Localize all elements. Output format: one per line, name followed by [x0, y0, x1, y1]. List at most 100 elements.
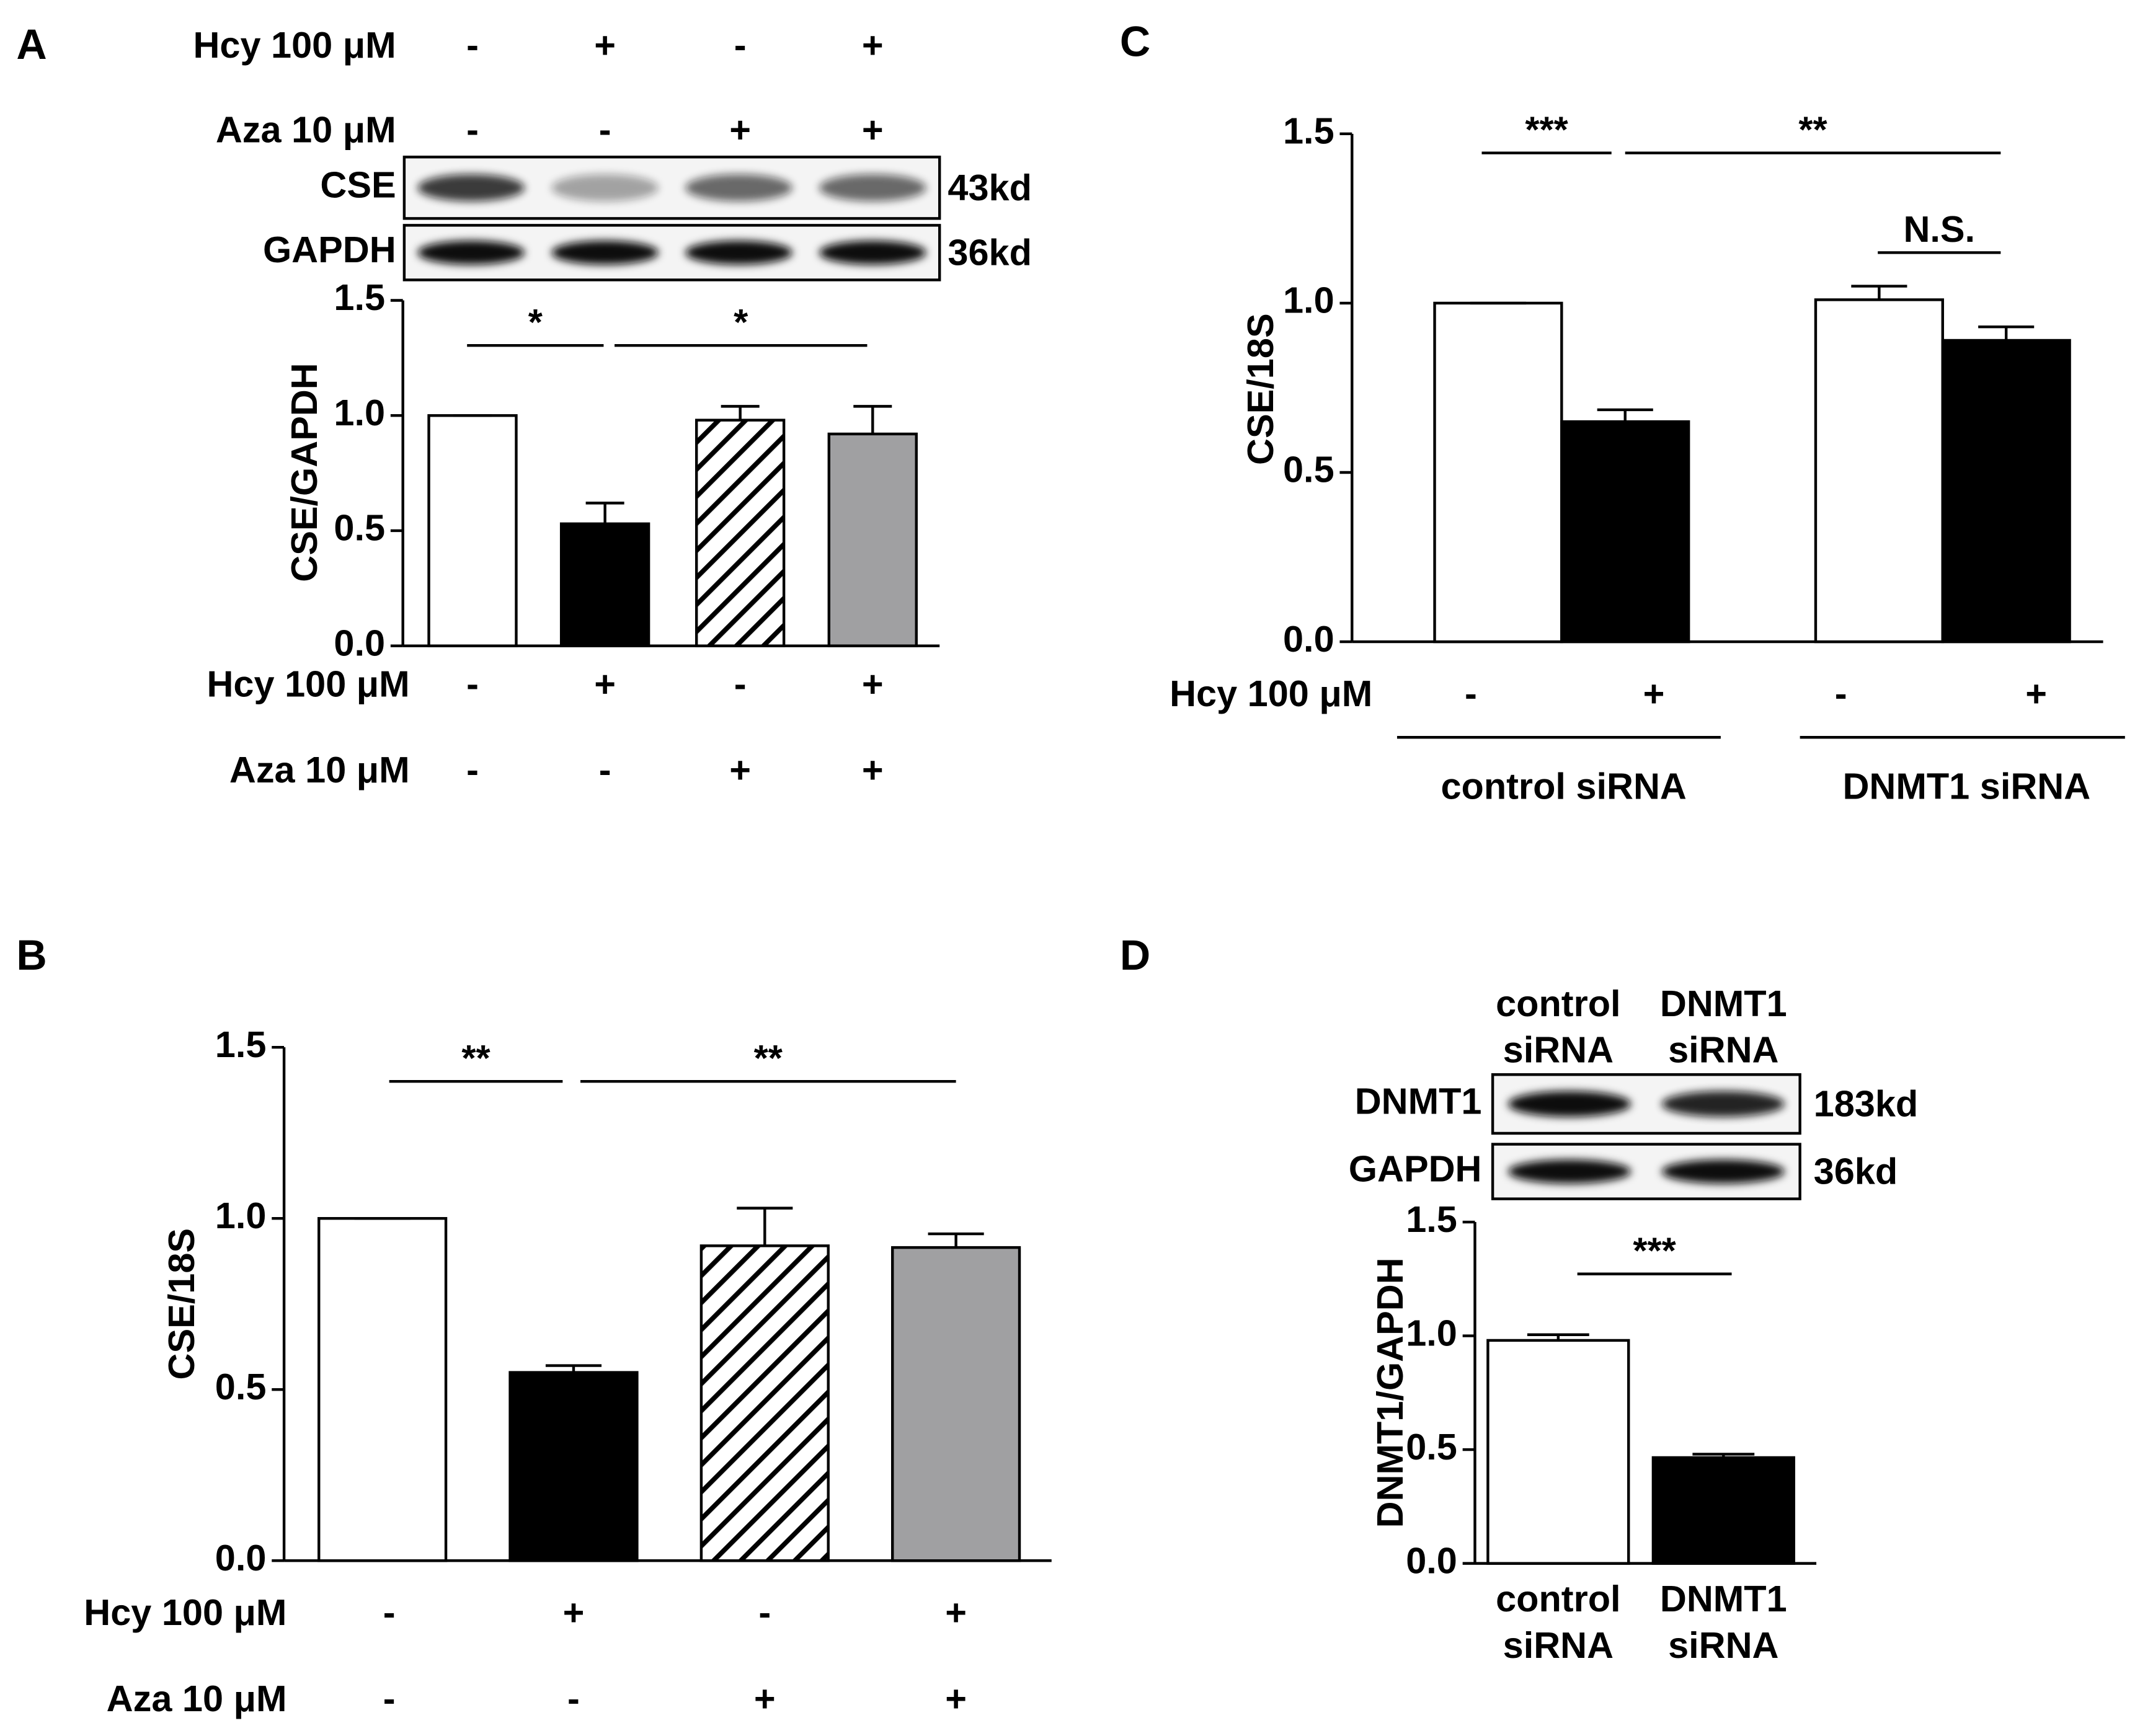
bar: [827, 432, 918, 647]
y-tick-label: 1.5: [215, 1024, 267, 1065]
blot-band: [1507, 1091, 1632, 1117]
bar: [1433, 301, 1563, 644]
x-tick-label: DNMT1: [1660, 1578, 1787, 1619]
condition-sign: +: [1643, 673, 1665, 714]
significance-label: N.S.: [1903, 208, 1975, 250]
blot-lane-label: DNMT1: [1660, 983, 1787, 1024]
blot-band: [551, 241, 659, 265]
condition-sign: -: [1835, 673, 1847, 714]
condition-sign: +: [862, 108, 884, 150]
blot-band: [685, 174, 793, 202]
bar: [1486, 1339, 1630, 1565]
blot-size: 36kd: [948, 232, 1032, 273]
condition-sign: +: [945, 1592, 967, 1633]
bar: [508, 1371, 639, 1562]
condition-sign: -: [383, 1678, 396, 1719]
condition-label: Hcy 100 μM: [206, 663, 409, 704]
condition-sign: -: [599, 108, 611, 150]
bar: [1814, 298, 1944, 644]
y-tick-label: 0.5: [334, 507, 385, 549]
bar: [695, 418, 786, 647]
blot-name: DNMT1: [1355, 1080, 1482, 1122]
panel-label: A: [16, 21, 47, 68]
condition-sign: +: [2025, 673, 2047, 714]
condition-sign: +: [729, 108, 751, 150]
condition-sign: +: [594, 663, 616, 704]
blot-band: [417, 174, 525, 202]
condition-sign: -: [734, 24, 747, 66]
blot-band: [819, 174, 926, 202]
blot-band: [819, 241, 926, 265]
y-axis-label: CSE/18S: [1240, 313, 1281, 465]
significance-label: ***: [1525, 108, 1568, 150]
blot-name: GAPDH: [1349, 1148, 1482, 1189]
blot-lane-label: siRNA: [1503, 1029, 1614, 1071]
y-tick-label: 1.5: [1406, 1198, 1457, 1240]
condition-sign: -: [383, 1592, 396, 1633]
y-tick-label: 0.0: [215, 1537, 267, 1579]
condition-sign: -: [466, 749, 479, 790]
y-tick-label: 1.0: [215, 1195, 267, 1236]
condition-label: Aza 10 μM: [229, 749, 410, 790]
y-tick-label: 0.5: [1406, 1426, 1457, 1468]
significance-label: ***: [1633, 1229, 1676, 1271]
y-axis-label: DNMT1/GAPDH: [1369, 1257, 1411, 1528]
y-tick-label: 1.0: [334, 392, 385, 433]
group-label: DNMT1 siRNA: [1842, 766, 2090, 807]
significance-label: **: [1798, 108, 1827, 150]
condition-label: Hcy 100 μM: [193, 24, 396, 66]
y-tick-label: 1.0: [1283, 280, 1334, 321]
condition-sign: +: [563, 1592, 585, 1633]
panel-label: B: [16, 932, 47, 979]
condition-sign: -: [567, 1678, 580, 1719]
condition-sign: +: [862, 749, 884, 790]
x-tick-label: control: [1496, 1578, 1620, 1619]
bar: [699, 1244, 830, 1562]
blot-band: [551, 174, 659, 202]
blot-name: GAPDH: [263, 229, 396, 270]
significance-label: *: [528, 301, 543, 343]
bar: [1651, 1456, 1795, 1565]
condition-sign: +: [594, 24, 616, 66]
condition-label: Aza 10 μM: [107, 1678, 287, 1719]
blot-size: 183kd: [1814, 1083, 1919, 1125]
condition-sign: +: [862, 24, 884, 66]
condition-label: Hcy 100 μM: [84, 1592, 286, 1633]
y-tick-label: 1.0: [1406, 1312, 1457, 1353]
condition-sign: -: [599, 749, 611, 790]
bar: [890, 1246, 1021, 1562]
condition-sign: -: [758, 1592, 771, 1633]
blot-lane-label: control: [1496, 983, 1620, 1024]
blot-band: [417, 241, 525, 265]
blot-band: [685, 241, 793, 265]
condition-sign: -: [466, 24, 479, 66]
y-axis-label: CSE/GAPDH: [283, 363, 325, 582]
condition-sign: -: [1465, 673, 1477, 714]
blot-lane-label: siRNA: [1668, 1029, 1778, 1071]
bar: [317, 1216, 448, 1562]
bar: [1941, 339, 2071, 644]
blot-size: 43kd: [948, 167, 1032, 208]
y-tick-label: 1.5: [334, 277, 385, 318]
y-tick-label: 1.5: [1283, 110, 1334, 152]
condition-label: Aza 10 μM: [216, 108, 396, 150]
y-tick-label: 0.5: [215, 1366, 267, 1407]
significance-label: **: [754, 1037, 783, 1079]
condition-sign: -: [466, 663, 479, 704]
bar: [1560, 420, 1690, 644]
condition-sign: +: [754, 1678, 776, 1719]
condition-sign: +: [862, 663, 884, 704]
panel-label: D: [1120, 932, 1150, 979]
condition-label: Hcy 100 μM: [1170, 673, 1372, 714]
blot-size: 36kd: [1814, 1151, 1898, 1192]
condition-sign: -: [734, 663, 747, 704]
y-axis-label: CSE/18S: [161, 1228, 202, 1380]
y-tick-label: 0.5: [1283, 449, 1334, 490]
condition-sign: -: [466, 108, 479, 150]
significance-label: **: [461, 1037, 491, 1079]
group-label: control siRNA: [1441, 766, 1686, 807]
blot-band: [1661, 1091, 1785, 1117]
x-tick-label: siRNA: [1503, 1624, 1614, 1666]
y-tick-label: 0.0: [1406, 1539, 1457, 1581]
